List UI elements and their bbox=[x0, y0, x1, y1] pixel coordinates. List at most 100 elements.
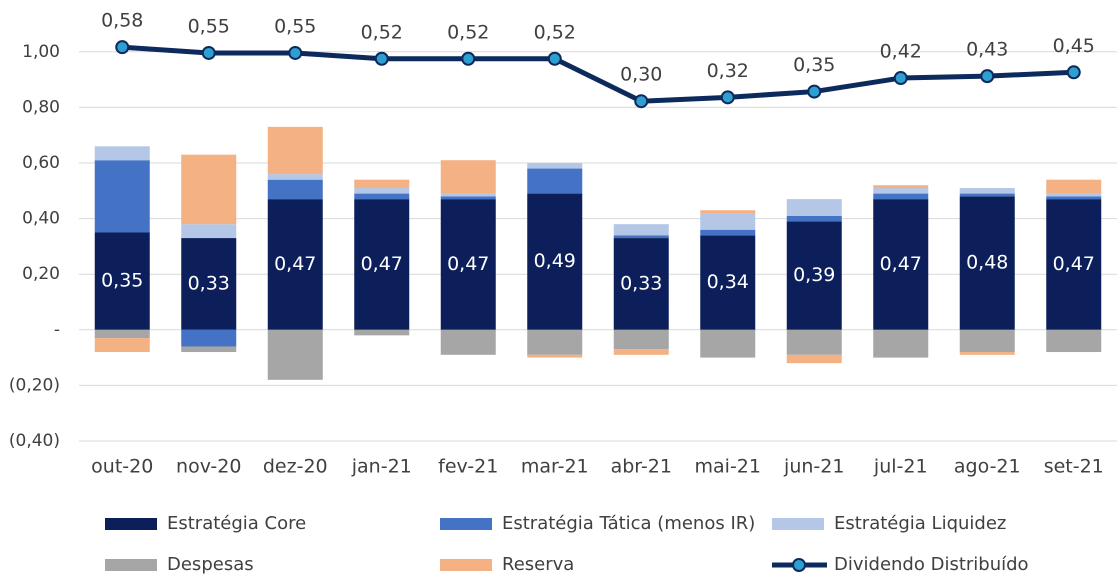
bar-segment bbox=[527, 168, 583, 194]
data-label: 0,48 bbox=[966, 252, 1008, 274]
x-tick-label: jul-21 bbox=[873, 456, 928, 478]
bar-segment bbox=[354, 179, 410, 189]
bar-segment bbox=[700, 329, 756, 358]
bar-segment bbox=[959, 193, 1015, 197]
bar-segment bbox=[873, 185, 929, 189]
line-marker bbox=[980, 69, 995, 84]
bar-segment bbox=[873, 188, 929, 194]
line-marker bbox=[201, 45, 216, 60]
data-label: 0,52 bbox=[534, 21, 576, 43]
data-label: 0,30 bbox=[620, 64, 662, 86]
data-label: 0,35 bbox=[101, 270, 143, 292]
bar-segment bbox=[181, 346, 237, 353]
x-tick-label: jun-21 bbox=[783, 456, 844, 478]
bar-segment bbox=[354, 193, 410, 200]
y-tick-label: - bbox=[54, 320, 60, 340]
legend-swatch bbox=[105, 518, 157, 530]
x-tick-label: set-21 bbox=[1044, 456, 1104, 478]
bar-segment bbox=[613, 349, 669, 355]
legend-label: Despesas bbox=[167, 554, 254, 575]
data-label: 0,52 bbox=[361, 21, 403, 43]
x-tick-label: dez-20 bbox=[263, 456, 328, 478]
line-marker bbox=[461, 51, 476, 66]
bar-segment bbox=[1046, 196, 1102, 200]
bar-segment bbox=[613, 224, 669, 236]
bar-segment bbox=[181, 238, 237, 330]
bar-segment bbox=[94, 232, 150, 330]
bar-segment bbox=[1046, 179, 1102, 194]
bar-segment bbox=[959, 329, 1015, 353]
bar-segment bbox=[613, 238, 669, 330]
line-marker bbox=[893, 71, 908, 86]
bar-segment bbox=[873, 199, 929, 330]
bar-segment bbox=[527, 193, 583, 330]
x-tick-label: mar-21 bbox=[521, 456, 589, 478]
bar-segment bbox=[267, 199, 323, 330]
bar-segment bbox=[440, 196, 496, 200]
legend-swatch bbox=[440, 559, 492, 571]
bar-segment bbox=[786, 354, 842, 364]
bar-segment bbox=[700, 213, 756, 230]
bar-segment bbox=[181, 154, 237, 225]
x-tick-label: mai-21 bbox=[695, 456, 761, 478]
line-marker bbox=[1066, 65, 1081, 80]
bar-segment bbox=[786, 215, 842, 222]
data-label: 0,58 bbox=[101, 10, 143, 32]
bar-segment bbox=[786, 199, 842, 216]
y-tick-label: 1,00 bbox=[22, 42, 60, 62]
bar-segment bbox=[873, 193, 929, 200]
data-label: 0,47 bbox=[361, 253, 403, 275]
bar-segment bbox=[527, 163, 583, 169]
legend-label: Dividendo Distribuído bbox=[834, 554, 1029, 575]
bar-segment bbox=[94, 146, 150, 161]
bar-segment bbox=[440, 193, 496, 197]
data-label: 0,33 bbox=[188, 272, 230, 294]
bar-segment bbox=[873, 329, 929, 358]
data-label: 0,55 bbox=[274, 15, 316, 37]
x-tick-label: nov-20 bbox=[176, 456, 241, 478]
bar-segment bbox=[354, 329, 410, 336]
line-marker bbox=[634, 94, 649, 109]
legend-label: Estratégia Tática (menos IR) bbox=[502, 513, 755, 534]
data-label: 0,47 bbox=[1053, 253, 1095, 275]
bar-segment bbox=[440, 160, 496, 194]
data-label: 0,47 bbox=[447, 253, 489, 275]
data-label: 0,49 bbox=[534, 250, 576, 272]
bar-segment bbox=[267, 329, 323, 380]
bar-segment bbox=[440, 199, 496, 330]
line-marker bbox=[374, 51, 389, 66]
bar-segment bbox=[1046, 193, 1102, 197]
y-tick-label: (0,40) bbox=[9, 431, 60, 451]
data-label: 0,55 bbox=[188, 15, 230, 37]
line-marker bbox=[807, 84, 822, 99]
data-label: 0,43 bbox=[966, 39, 1008, 61]
legend-swatch bbox=[772, 518, 824, 530]
bar-segment bbox=[354, 199, 410, 330]
y-tick-label: 0,60 bbox=[22, 153, 60, 173]
bar-segment bbox=[959, 196, 1015, 330]
y-tick-label: 0,20 bbox=[22, 264, 60, 284]
legend-label: Estratégia Core bbox=[167, 513, 306, 534]
legend-swatch bbox=[440, 518, 492, 530]
data-label: 0,47 bbox=[274, 253, 316, 275]
bar-segment bbox=[267, 174, 323, 180]
data-label: 0,47 bbox=[880, 253, 922, 275]
bar-segment bbox=[94, 329, 150, 339]
x-tick-label: abr-21 bbox=[611, 456, 672, 478]
bar-segment bbox=[527, 329, 583, 355]
data-label: 0,35 bbox=[793, 54, 835, 76]
data-label: 0,33 bbox=[620, 272, 662, 294]
data-label: 0,42 bbox=[880, 41, 922, 63]
y-tick-label: (0,20) bbox=[9, 375, 60, 395]
data-label: 0,32 bbox=[707, 60, 749, 82]
bar-segment bbox=[700, 210, 756, 214]
bar-segment bbox=[786, 221, 842, 330]
bar-segment bbox=[527, 354, 583, 358]
x-tick-label: jan-21 bbox=[351, 456, 412, 478]
bar-segment bbox=[94, 160, 150, 233]
bar-segment bbox=[959, 352, 1015, 355]
bar-segment bbox=[94, 338, 150, 353]
bar-segment bbox=[613, 235, 669, 239]
bar-segment bbox=[700, 235, 756, 330]
